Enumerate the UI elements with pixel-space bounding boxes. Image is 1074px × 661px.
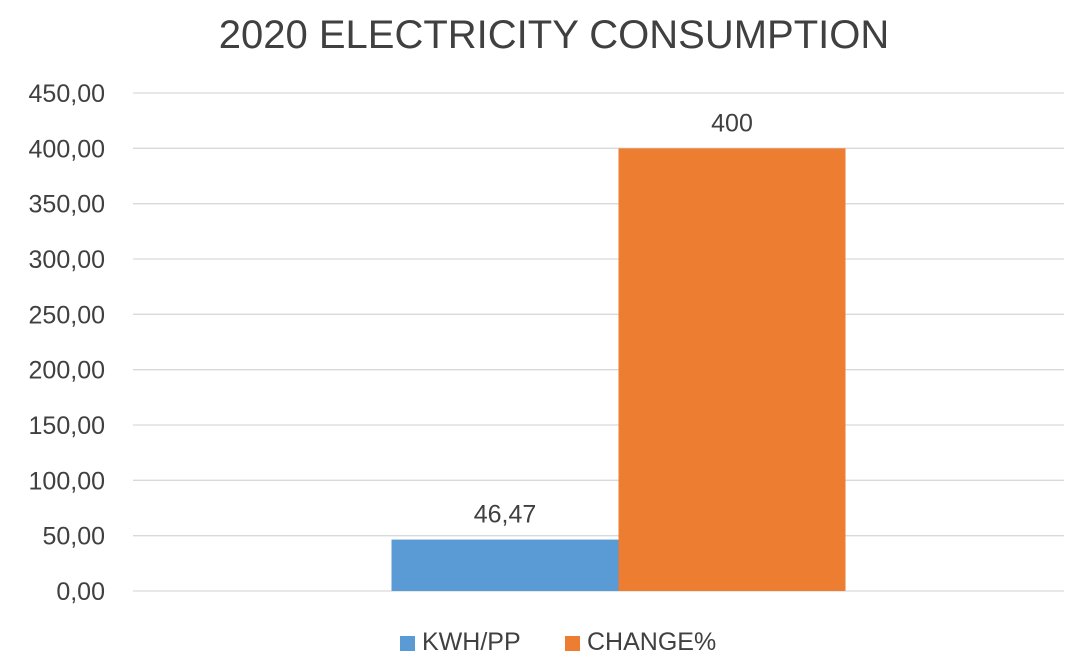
data-label: 400: [711, 109, 753, 137]
y-tick-label: 150,00: [29, 412, 105, 440]
data-label: 46,47: [474, 501, 537, 529]
chart-title: 2020 ELECTRICITY CONSUMPTION: [219, 13, 890, 57]
bars: [391, 148, 846, 592]
y-tick-label: 200,00: [29, 357, 105, 385]
legend-swatch: [565, 636, 580, 651]
data-labels: 46,47 400: [474, 109, 753, 528]
legend: KWH/PP CHANGE%: [400, 628, 716, 656]
y-tick-label: 50,00: [42, 523, 105, 551]
y-tick-label: 300,00: [29, 246, 105, 274]
y-axis-tick-labels: 0,00 50,00 100,00 150,00 200,00 250,00 300,00 3…: [29, 80, 105, 606]
y-tick-label: 250,00: [29, 301, 105, 329]
y-tick-label: 100,00: [29, 467, 105, 495]
legend-label: CHANGE%: [587, 628, 716, 656]
bar-change-: [618, 148, 846, 592]
y-tick-label: 350,00: [29, 191, 105, 219]
gridlines: [133, 92, 1064, 592]
legend-label: KWH/PP: [422, 628, 521, 656]
y-tick-label: 0,00: [56, 578, 105, 606]
y-tick-label: 400,00: [29, 135, 105, 163]
legend-swatch: [400, 636, 415, 651]
y-tick-label: 450,00: [29, 80, 105, 108]
bar-kwh-pp: [391, 539, 619, 591]
